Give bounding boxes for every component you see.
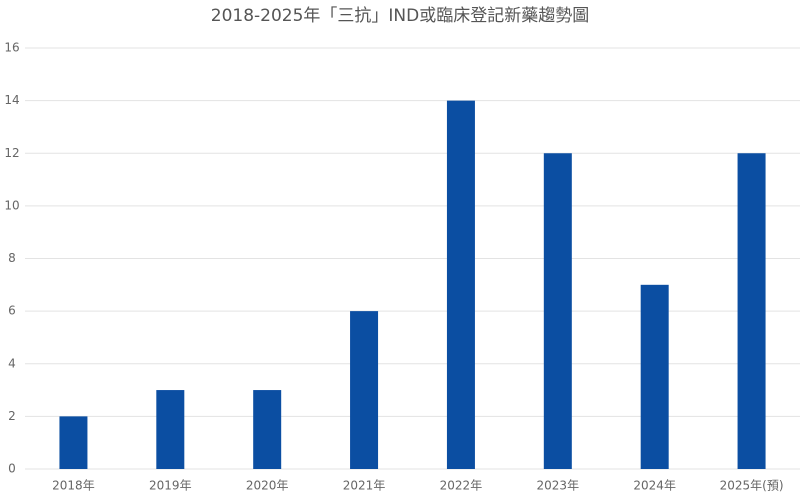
chart-title: 2018-2025年「三抗」IND或臨床登記新藥趨勢圖 [211,6,589,26]
x-tick-label: 2020年 [246,479,289,493]
y-tick-label: 8 [8,251,16,265]
x-tick-label: 2021年 [343,479,386,493]
y-tick-label: 10 [4,198,19,212]
x-tick-label: 2025年(預) [720,479,784,493]
bar [350,311,379,469]
x-tick-label: 2019年 [149,479,192,493]
bar [156,390,185,469]
bar [253,390,282,469]
y-tick-label: 12 [4,146,19,160]
y-tick-label: 14 [4,93,19,107]
bar [59,416,88,469]
bar [543,153,572,469]
y-tick-label: 2 [8,409,16,423]
x-tick-label: 2024年 [633,479,676,493]
y-tick-label: 16 [4,41,19,55]
y-tick-label: 4 [8,356,16,370]
bar [640,284,669,469]
x-tick-label: 2022年 [440,479,483,493]
y-tick-label: 6 [8,304,16,318]
y-tick-label: 0 [8,462,16,476]
x-tick-label: 2023年 [537,479,580,493]
bar [737,153,766,469]
bar [446,100,475,469]
x-tick-label: 2018年 [52,479,95,493]
